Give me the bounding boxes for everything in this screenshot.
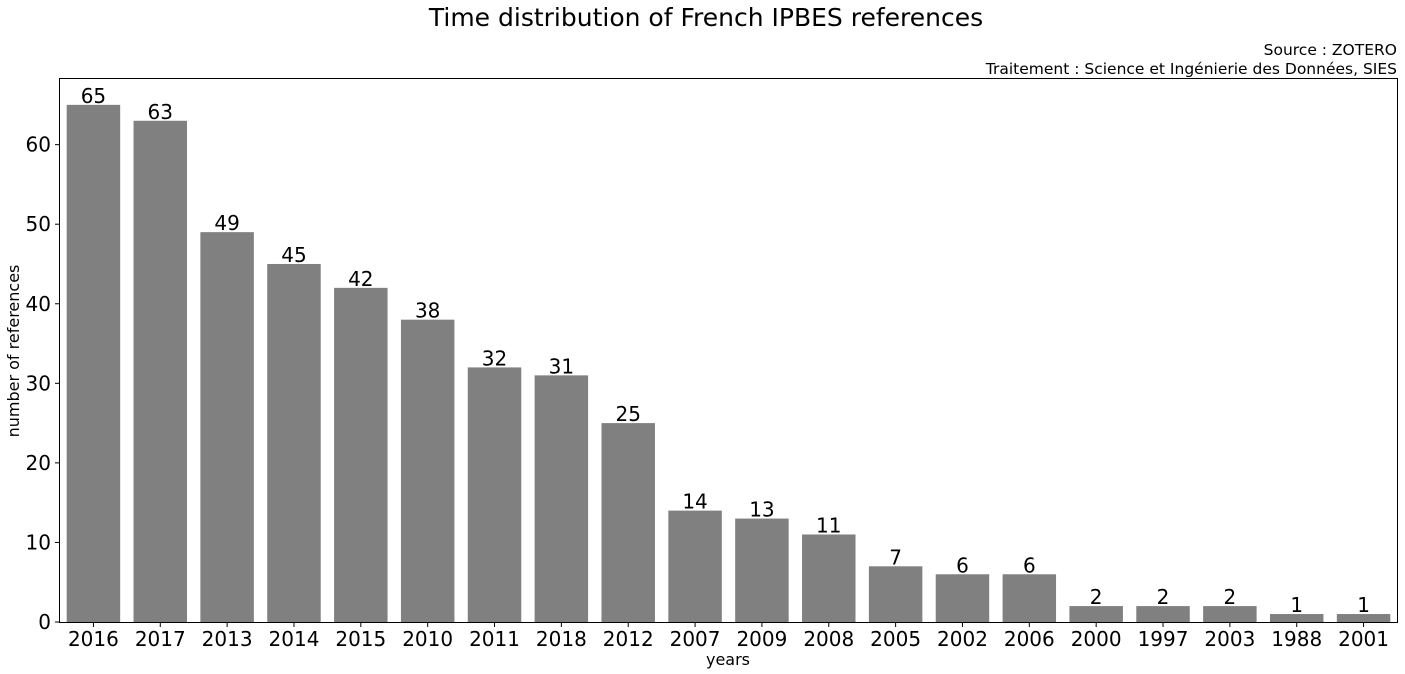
data-label-2012: 25 <box>615 402 640 426</box>
x-tick-label-2015: 2015 <box>335 627 386 651</box>
bar-2008 <box>802 534 856 622</box>
data-label-2013: 49 <box>214 211 239 235</box>
x-tick-label-2000: 2000 <box>1071 627 1122 651</box>
bar-2005 <box>868 566 923 622</box>
bar-2011 <box>467 367 522 622</box>
y-axis: 0 10 20 30 40 50 60 <box>26 133 60 634</box>
bar-2018 <box>534 375 589 622</box>
x-tick-label-2013: 2013 <box>202 627 253 651</box>
data-label-2008: 11 <box>816 513 841 537</box>
x-tick-label-2012: 2012 <box>603 627 654 651</box>
y-tick-label-40: 40 <box>26 292 51 316</box>
x-tick-label-2008: 2008 <box>803 627 854 651</box>
plot-frame <box>59 78 1398 623</box>
x-tick-label-1997: 1997 <box>1138 627 1189 651</box>
treatment-note: Traitement : Science et Ingénierie des D… <box>985 60 1397 78</box>
x-tick-label-2003: 2003 <box>1204 627 1255 651</box>
x-tick-label-2018: 2018 <box>536 627 587 651</box>
bar-2001 <box>1336 614 1391 622</box>
y-tick-label-10: 10 <box>26 530 51 554</box>
data-label-2009: 13 <box>749 498 774 522</box>
data-label-2002: 6 <box>956 553 969 577</box>
x-tick-label-2014: 2014 <box>269 627 320 651</box>
chart-title: Time distribution of French IPBES refere… <box>428 3 983 32</box>
data-label-2005: 7 <box>889 545 902 569</box>
bar-2010 <box>400 319 455 622</box>
data-label-2018: 31 <box>549 354 574 378</box>
data-label-2010: 38 <box>415 299 440 323</box>
bar-2002 <box>935 574 990 622</box>
x-tick-label-1988: 1988 <box>1271 627 1322 651</box>
bar-2017 <box>133 120 188 623</box>
bar-1988 <box>1269 614 1324 622</box>
y-tick-label-0: 0 <box>38 610 51 634</box>
data-label-2017: 63 <box>148 100 173 124</box>
y-tick-label-30: 30 <box>26 371 51 395</box>
data-label-1997: 2 <box>1157 585 1170 609</box>
x-tick-label-2001: 2001 <box>1338 627 1389 651</box>
x-tick-label-2010: 2010 <box>402 627 453 651</box>
y-tick-label-60: 60 <box>26 133 51 157</box>
x-tick-label-2016: 2016 <box>68 627 119 651</box>
data-label-1988: 1 <box>1290 593 1303 617</box>
bar-2015 <box>334 287 388 622</box>
x-tick-label-2011: 2011 <box>469 627 520 651</box>
data-label-2014: 45 <box>281 243 306 267</box>
x-tick-label-2017: 2017 <box>135 627 186 651</box>
x-axis: 2016 2017 2013 2014 2015 2010 2011 2018 2012 2007… <box>68 622 1389 651</box>
data-label-2003: 2 <box>1224 585 1237 609</box>
bar-2009 <box>735 518 789 622</box>
data-label-2015: 42 <box>348 267 373 291</box>
bar-2014 <box>267 263 321 622</box>
y-axis-label: number of references <box>4 265 23 438</box>
bar-2003 <box>1203 606 1257 622</box>
source-note: Source : ZOTERO <box>1264 41 1397 59</box>
bar-2000 <box>1069 606 1123 622</box>
data-label-2001: 1 <box>1357 593 1370 617</box>
x-tick-label-2007: 2007 <box>670 627 721 651</box>
x-tick-label-2006: 2006 <box>1004 627 1055 651</box>
y-tick-label-20: 20 <box>26 451 51 475</box>
bar-1997 <box>1136 606 1190 622</box>
bar-2013 <box>200 232 254 622</box>
x-tick-label-2009: 2009 <box>736 627 787 651</box>
bar-2016 <box>66 104 121 623</box>
data-label-2006: 6 <box>1023 553 1036 577</box>
x-axis-label: years <box>706 650 750 669</box>
bar-2006 <box>1002 574 1057 622</box>
bar-2007 <box>668 510 722 622</box>
data-label-2016: 65 <box>81 84 106 108</box>
data-label-2000: 2 <box>1090 585 1103 609</box>
x-tick-label-2005: 2005 <box>870 627 921 651</box>
data-label-2007: 14 <box>682 490 707 514</box>
y-tick-label-50: 50 <box>26 212 51 236</box>
data-label-2011: 32 <box>482 346 507 370</box>
bar-2012 <box>601 423 655 622</box>
x-tick-label-2002: 2002 <box>937 627 988 651</box>
